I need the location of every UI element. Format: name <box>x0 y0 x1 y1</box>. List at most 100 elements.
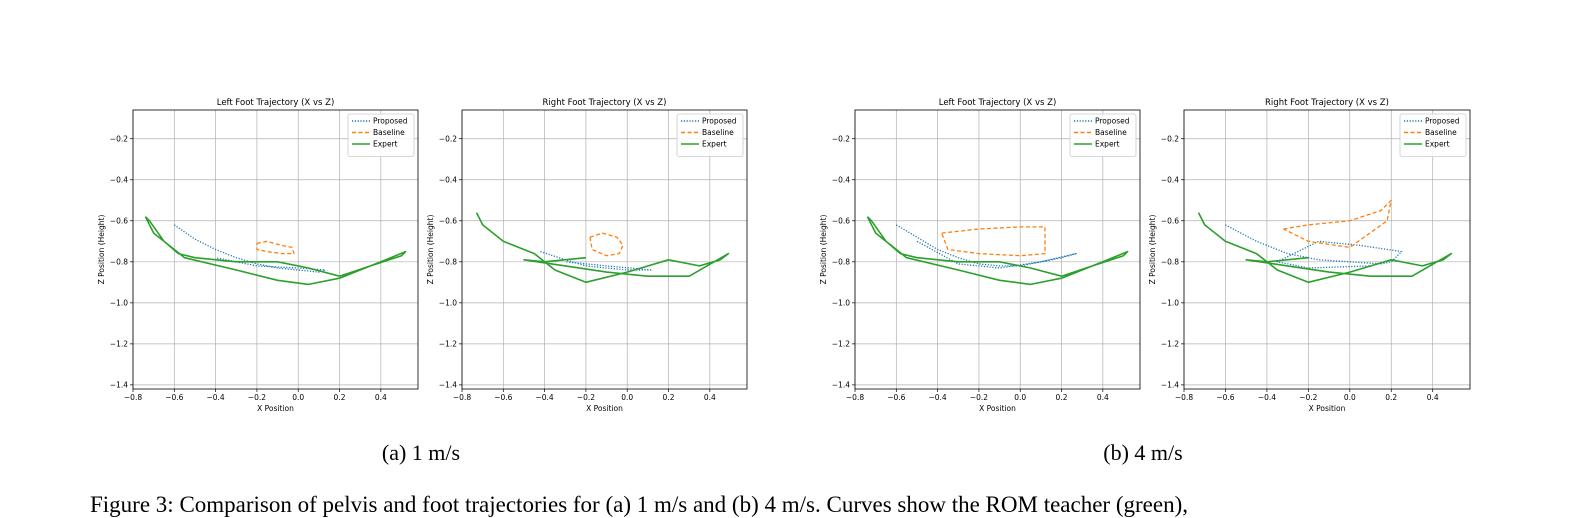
chart: −0.8 −0.6 −0.4 −0.2 0.0 0.2 0.4 −1.4 −1.2 −1.0 −0.… <box>426 98 748 413</box>
y-tick-label: −0.8 <box>1161 258 1179 267</box>
x-tick-label: 0.0 <box>292 393 304 402</box>
y-tick-label: −0.4 <box>1161 175 1179 184</box>
x-tick-label: 0.0 <box>1344 393 1356 402</box>
x-tick-label: −0.6 <box>1216 393 1234 402</box>
x-tick-label: −0.6 <box>494 393 512 402</box>
y-tick-label: −0.6 <box>832 216 850 225</box>
y-axis-label: Z Position (Height) <box>1148 215 1157 285</box>
y-tick-label: −0.6 <box>1161 216 1179 225</box>
x-tick-label: 0.0 <box>1014 393 1026 402</box>
legend-label: Proposed <box>373 117 408 126</box>
legend: Proposed Baseline Expert <box>676 113 744 157</box>
chart-title: Right Foot Trajectory (X vs Z) <box>543 98 667 108</box>
x-tick-label: −0.4 <box>535 393 553 402</box>
trajectory-line <box>1283 199 1392 249</box>
y-tick-label: −1.2 <box>832 340 850 349</box>
x-tick-label: −0.8 <box>1175 393 1193 402</box>
legend-label: Baseline <box>702 128 734 137</box>
plot-frame <box>461 109 748 390</box>
trajectory-line <box>866 216 1129 286</box>
trajectory-line <box>941 226 1046 257</box>
x-axis-label: X Position <box>1309 404 1346 413</box>
x-tick-label: −0.8 <box>453 393 471 402</box>
x-tick-label: 0.2 <box>663 393 675 402</box>
y-tick-label: −1.4 <box>439 381 457 390</box>
legend: Proposed Baseline Expert <box>1069 113 1137 157</box>
chart: −0.8 −0.6 −0.4 −0.2 0.0 0.2 0.4 −1.4 −1.2 −1.0 −0.… <box>1148 98 1471 413</box>
trajectory-line <box>256 240 295 255</box>
y-axis-label: Z Position (Height) <box>426 215 435 285</box>
x-tick-label: −0.8 <box>846 393 864 402</box>
x-tick-label: −0.2 <box>970 393 988 402</box>
x-tick-label: 0.4 <box>704 393 716 402</box>
plot-frame <box>132 109 419 390</box>
x-tick-label: 0.2 <box>1056 393 1068 402</box>
x-tick-label: 0.2 <box>1385 393 1397 402</box>
y-tick-label: −0.6 <box>439 216 457 225</box>
legend-box <box>1399 113 1467 157</box>
y-tick-label: −1.4 <box>110 381 128 390</box>
legend-label: Expert <box>702 140 727 149</box>
y-tick-label: −0.8 <box>439 258 457 267</box>
legend-box <box>347 113 415 157</box>
y-tick-label: −0.4 <box>110 175 128 184</box>
y-tick-label: −0.4 <box>832 175 850 184</box>
legend-label: Baseline <box>1425 128 1457 137</box>
y-tick-label: −1.4 <box>832 381 850 390</box>
trajectory-line <box>540 250 653 271</box>
x-tick-label: −0.6 <box>165 393 183 402</box>
legend-label: Baseline <box>373 128 405 137</box>
x-tick-label: −0.2 <box>248 393 266 402</box>
legend-label: Expert <box>1095 140 1120 149</box>
figure-caption: Figure 3: Comparison of pelvis and foot … <box>90 492 1188 517</box>
y-axis-label: Z Position (Height) <box>819 215 828 285</box>
y-tick-label: −1.4 <box>1161 381 1179 390</box>
trajectory-line <box>144 216 407 286</box>
subcaption: (a) 1 m/s <box>382 440 460 465</box>
plot-frame <box>1183 109 1471 390</box>
trajectory-line <box>475 212 730 284</box>
legend-label: Expert <box>373 140 398 149</box>
x-tick-label: 0.2 <box>334 393 346 402</box>
legend-label: Proposed <box>1095 117 1130 126</box>
trajectory-line <box>895 224 1077 269</box>
x-tick-label: −0.4 <box>928 393 946 402</box>
y-tick-label: −1.2 <box>1161 340 1179 349</box>
y-axis-label: Z Position (Height) <box>97 215 106 285</box>
legend-label: Proposed <box>702 117 737 126</box>
x-tick-label: −0.2 <box>1299 393 1317 402</box>
legend-box <box>1069 113 1137 157</box>
x-tick-label: −0.2 <box>577 393 595 402</box>
x-tick-label: 0.4 <box>375 393 387 402</box>
x-tick-label: −0.4 <box>206 393 224 402</box>
y-tick-label: −0.2 <box>110 134 128 143</box>
trajectory-line <box>1197 212 1453 284</box>
y-tick-label: −1.0 <box>832 299 850 308</box>
y-tick-label: −0.2 <box>439 134 457 143</box>
y-tick-label: −1.0 <box>1161 299 1179 308</box>
y-tick-label: −0.6 <box>110 216 128 225</box>
trajectory-line <box>1225 224 1403 269</box>
y-tick-label: −0.8 <box>110 258 128 267</box>
y-tick-label: −1.0 <box>110 299 128 308</box>
legend-label: Expert <box>1425 140 1450 149</box>
x-tick-label: 0.4 <box>1097 393 1109 402</box>
x-tick-label: −0.4 <box>1258 393 1276 402</box>
legend: Proposed Baseline Expert <box>1399 113 1467 157</box>
x-tick-label: 0.4 <box>1427 393 1439 402</box>
legend: Proposed Baseline Expert <box>347 113 415 157</box>
x-tick-label: −0.6 <box>887 393 905 402</box>
chart-title: Left Foot Trajectory (X vs Z) <box>939 98 1057 108</box>
y-tick-label: −0.2 <box>832 134 850 143</box>
y-tick-label: −0.8 <box>832 258 850 267</box>
y-tick-label: −1.2 <box>110 340 128 349</box>
chart: −0.8 −0.6 −0.4 −0.2 0.0 0.2 0.4 −1.4 −1.2 −1.0 −0.… <box>97 98 419 413</box>
x-axis-label: X Position <box>586 404 623 413</box>
legend-label: Proposed <box>1425 117 1460 126</box>
plot-frame <box>854 109 1141 390</box>
trajectory-line <box>173 224 326 273</box>
chart-title: Left Foot Trajectory (X vs Z) <box>217 98 335 108</box>
y-tick-label: −0.4 <box>439 175 457 184</box>
